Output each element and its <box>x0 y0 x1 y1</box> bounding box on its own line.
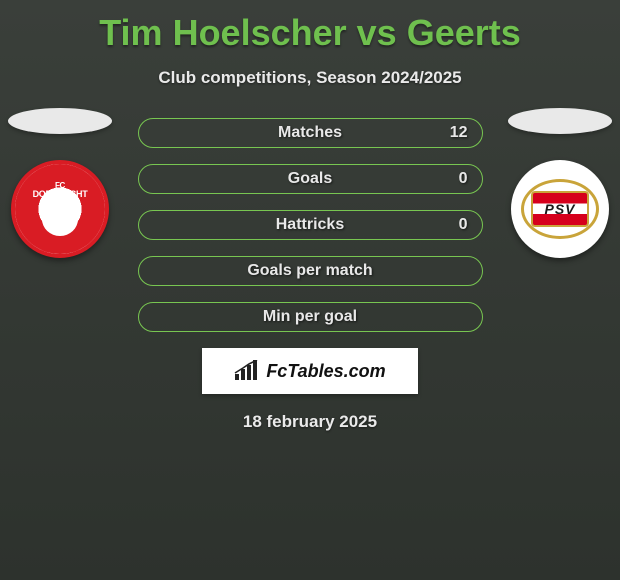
stat-row-matches: Matches 12 <box>138 118 483 148</box>
stat-row-goals-per-match: Goals per match <box>138 256 483 286</box>
psv-badge-art: PSV <box>521 179 599 239</box>
player-left-avatar <box>8 108 112 134</box>
player-left-column: FC DORDRECHT <box>0 108 120 258</box>
stat-right-value: 0 <box>459 211 468 239</box>
subtitle: Club competitions, Season 2024/2025 <box>0 68 620 88</box>
player-right-avatar <box>508 108 612 134</box>
stat-label: Hattricks <box>276 216 344 234</box>
dordrecht-badge-art: FC DORDRECHT <box>33 182 88 237</box>
stat-label: Goals per match <box>247 262 372 280</box>
player-right-column: PSV <box>500 108 620 258</box>
stat-label: Min per goal <box>263 308 357 326</box>
stat-right-value: 12 <box>450 119 468 147</box>
stat-row-hattricks: Hattricks 0 <box>138 210 483 240</box>
stat-label: Goals <box>288 170 332 188</box>
page-title: Tim Hoelscher vs Geerts <box>0 0 620 54</box>
date-text: 18 february 2025 <box>0 412 620 432</box>
stat-right-value: 0 <box>459 165 468 193</box>
bar-chart-icon <box>234 360 260 382</box>
club-badge-left: FC DORDRECHT <box>11 160 109 258</box>
brand-text: FcTables.com <box>266 361 385 382</box>
club-badge-right: PSV <box>511 160 609 258</box>
brand-box: FcTables.com <box>202 348 418 394</box>
comparison-panel: FC DORDRECHT PSV Matches 12 Goals 0 Hatt… <box>0 118 620 432</box>
stat-label: Matches <box>278 124 342 142</box>
stat-row-min-per-goal: Min per goal <box>138 302 483 332</box>
stat-row-goals: Goals 0 <box>138 164 483 194</box>
stats-list: Matches 12 Goals 0 Hattricks 0 Goals per… <box>138 118 483 332</box>
